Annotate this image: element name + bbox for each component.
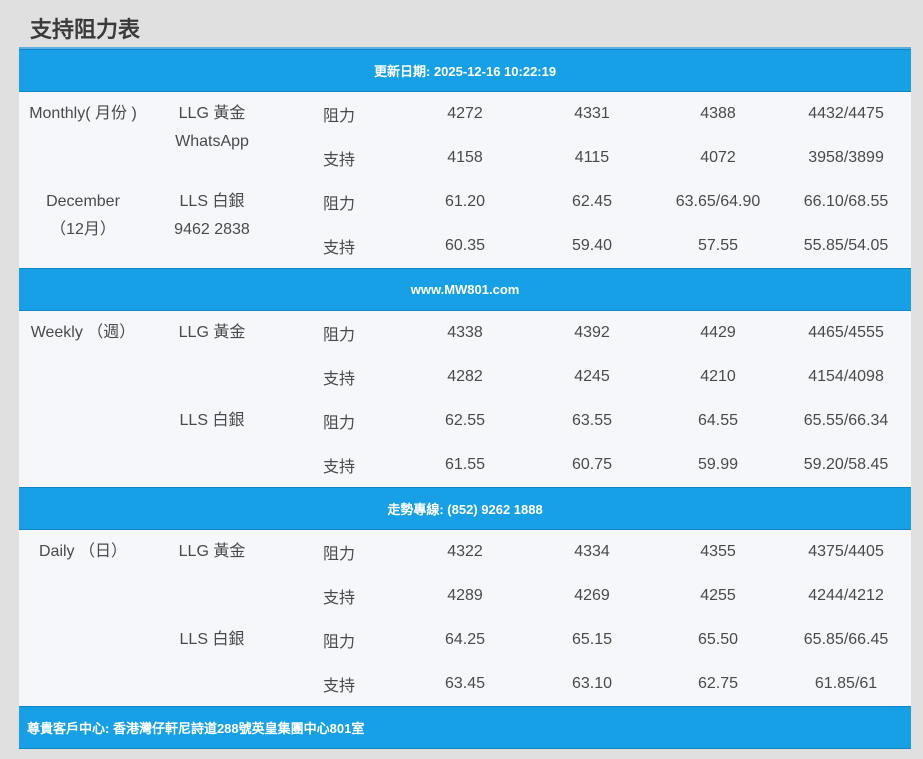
value-cell: 4375/4405	[808, 543, 884, 560]
website-link[interactable]: www.MW801.com	[19, 268, 912, 311]
table-row: 支持 4282 4245 4210 4154/4098	[19, 355, 911, 399]
row-type: 支持	[322, 678, 355, 695]
value-cell: 61.20	[444, 193, 486, 210]
updated-band: 更新日期: 2025-12-16 10:22:19	[19, 49, 912, 92]
row-type: 阻力	[322, 415, 355, 432]
table-row: December （12月） LLS 白銀 9462 2838 阻力 61.20 6…	[19, 180, 911, 238]
phone-number: 9462 2838	[174, 221, 250, 238]
address-text: 尊貴客戶中心: 香港灣仔軒尼詩道288號英皇集團中心801室	[19, 706, 912, 749]
table-row: LLS 白銀 阻力 62.55 63.55 64.55 65.55/66.34	[19, 399, 911, 443]
value-cell: 4244/4212	[808, 587, 884, 604]
table-row: 支持 60.35 59.40 57.55 55.85/54.05	[19, 224, 911, 269]
instrument-silver: LLS 白銀	[179, 631, 245, 648]
table-row: Monthly( 月份 ) LLG 黃金 WhatsApp 阻力 4272 433…	[19, 92, 911, 150]
table-row: LLS 白銀 阻力 64.25 65.15 65.50 65.85/66.45	[19, 618, 911, 662]
value-cell: 55.85/54.05	[803, 237, 889, 254]
whatsapp-label: WhatsApp	[175, 133, 249, 150]
table-row: 支持 63.45 63.10 62.75 61.85/61	[19, 662, 911, 707]
value-cell: 65.55/66.34	[803, 412, 889, 429]
value-cell: 4115	[574, 149, 610, 166]
value-cell: 3958/3899	[808, 149, 884, 166]
value-cell: 4255	[700, 587, 736, 604]
row-type: 支持	[322, 590, 355, 607]
row-type: 阻力	[322, 634, 355, 651]
value-cell: 63.10	[571, 675, 613, 692]
table-row: 支持 61.55 60.75 59.99 59.20/58.45	[19, 443, 911, 488]
value-cell: 63.45	[444, 675, 486, 692]
month-label: December （12月）	[46, 193, 120, 238]
value-cell: 4072	[700, 149, 736, 166]
row-type: 阻力	[322, 108, 355, 125]
value-cell: 65.50	[697, 631, 739, 648]
value-cell: 65.85/66.45	[803, 631, 889, 648]
value-cell: 62.45	[571, 193, 613, 210]
value-cell: 59.40	[571, 237, 613, 254]
value-cell: 4355	[700, 543, 736, 560]
value-cell: 4282	[447, 368, 483, 385]
instrument-gold: LLG 黃金	[178, 324, 246, 341]
instrument-gold: LLG 黃金	[178, 543, 246, 560]
value-cell: 4272	[447, 105, 483, 122]
table-row: Daily （日） LLG 黃金 阻力 4322 4334 4355 4375/…	[19, 530, 911, 575]
address-band: 尊貴客戶中心: 香港灣仔軒尼詩道288號英皇集團中心801室	[19, 706, 912, 749]
row-type: 阻力	[322, 546, 355, 563]
value-cell: 4158	[447, 149, 483, 166]
value-cell: 4245	[574, 368, 610, 385]
value-cell: 4154/4098	[808, 368, 884, 385]
value-cell: 64.25	[444, 631, 486, 648]
period-label: Monthly( 月份 )	[29, 105, 137, 122]
period-label: Daily （日）	[38, 543, 127, 560]
row-type: 支持	[322, 152, 355, 169]
period-label: Weekly （週）	[30, 324, 136, 341]
value-cell: 4392	[574, 324, 610, 341]
row-type: 阻力	[322, 196, 355, 213]
instrument-silver: LLS 白銀 9462 2838	[147, 180, 277, 269]
value-cell: 4289	[447, 587, 483, 604]
value-cell: 64.55	[697, 412, 739, 429]
value-cell: 60.35	[444, 237, 486, 254]
row-type: 阻力	[322, 327, 355, 344]
value-cell: 4388	[700, 105, 736, 122]
instrument-gold: LLG 黃金 WhatsApp	[147, 92, 277, 181]
value-cell: 4322	[447, 543, 483, 560]
updated-date: 更新日期: 2025-12-16 10:22:19	[19, 49, 912, 92]
value-cell: 63.65/64.90	[675, 193, 761, 210]
page-title: 支持阻力表	[30, 17, 141, 42]
row-type: 支持	[322, 240, 355, 257]
value-cell: 65.15	[571, 631, 613, 648]
value-cell: 4432/4475	[808, 105, 884, 122]
row-type: 支持	[322, 371, 355, 388]
value-cell: 4331	[574, 105, 610, 122]
table-row: Weekly （週） LLG 黃金 阻力 4338 4392 4429 4465…	[19, 311, 911, 356]
value-cell: 66.10/68.55	[803, 193, 889, 210]
value-cell: 63.55	[571, 412, 613, 429]
value-cell: 59.99	[697, 456, 739, 473]
value-cell: 62.55	[444, 412, 486, 429]
table-row: 支持 4289 4269 4255 4244/4212	[19, 574, 911, 618]
value-cell: 62.75	[697, 675, 739, 692]
table-row: 支持 4158 4115 4072 3958/3899	[19, 136, 911, 180]
website-band: www.MW801.com	[19, 268, 912, 311]
instrument-silver: LLS 白銀	[179, 412, 245, 429]
value-cell: 4429	[700, 324, 736, 341]
value-cell: 4338	[447, 324, 483, 341]
row-type: 支持	[322, 459, 355, 476]
value-cell: 4334	[574, 543, 610, 560]
value-cell: 61.55	[444, 456, 486, 473]
value-cell: 4465/4555	[808, 324, 884, 341]
value-cell: 60.75	[571, 456, 613, 473]
value-cell: 61.85/61	[814, 675, 878, 692]
value-cell: 57.55	[697, 237, 739, 254]
support-resistance-table: 更新日期: 2025-12-16 10:22:19 Monthly( 月份 ) …	[19, 47, 912, 749]
value-cell: 4269	[574, 587, 610, 604]
hotline-text: 走勢專線: (852) 9262 1888	[19, 487, 912, 530]
hotline-band: 走勢專線: (852) 9262 1888	[19, 487, 912, 530]
value-cell: 59.20/58.45	[803, 456, 889, 473]
value-cell: 4210	[700, 368, 736, 385]
